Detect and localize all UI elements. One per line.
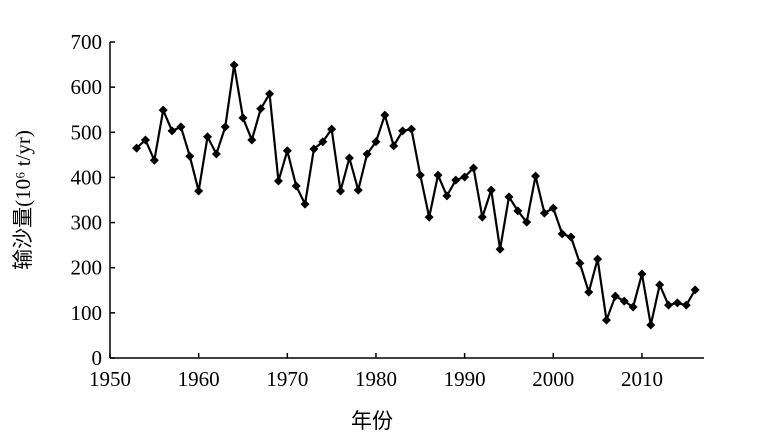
- point-marker: [256, 104, 266, 114]
- x-tick-label: 1980: [355, 367, 397, 391]
- y-tick-label: 500: [71, 120, 103, 144]
- point-marker: [566, 232, 576, 242]
- point-marker: [486, 185, 496, 195]
- point-marker: [238, 113, 248, 123]
- point-marker: [149, 155, 159, 165]
- point-marker: [220, 122, 230, 132]
- point-marker: [664, 300, 674, 310]
- x-tick-label: 2000: [532, 367, 574, 391]
- x-tick-label: 1950: [89, 367, 131, 391]
- point-marker: [619, 296, 629, 306]
- x-tick-label: 1970: [266, 367, 308, 391]
- point-marker: [477, 212, 487, 222]
- point-marker: [539, 208, 549, 218]
- y-tick-label: 300: [71, 211, 103, 235]
- point-marker: [353, 185, 363, 195]
- y-tick-label: 0: [92, 346, 103, 370]
- point-marker: [211, 149, 221, 159]
- point-marker: [398, 126, 408, 136]
- point-marker: [548, 203, 558, 213]
- point-marker: [318, 137, 328, 147]
- point-marker: [601, 315, 611, 325]
- point-marker: [203, 132, 213, 142]
- point-marker: [273, 176, 283, 186]
- point-marker: [522, 217, 532, 227]
- point-marker: [185, 151, 195, 161]
- point-marker: [690, 285, 700, 295]
- point-marker: [415, 170, 425, 180]
- point-marker: [327, 124, 337, 134]
- point-marker: [380, 110, 390, 120]
- x-axis-label: 年份: [351, 409, 393, 433]
- point-marker: [309, 144, 319, 154]
- point-marker: [229, 60, 239, 70]
- x-tick-label: 1960: [178, 367, 220, 391]
- point-marker: [451, 175, 461, 185]
- x-tick-label: 1990: [444, 367, 486, 391]
- point-marker: [672, 298, 682, 308]
- point-marker: [593, 254, 603, 264]
- point-marker: [610, 291, 620, 301]
- point-marker: [655, 280, 665, 290]
- point-marker: [362, 149, 372, 159]
- point-marker: [575, 258, 585, 268]
- y-tick-label: 400: [71, 165, 103, 189]
- point-marker: [406, 124, 416, 134]
- point-marker: [282, 146, 292, 156]
- x-tick-label: 2010: [621, 367, 663, 391]
- y-tick-label: 700: [71, 30, 103, 54]
- point-marker: [531, 171, 541, 181]
- point-marker: [513, 206, 523, 216]
- point-marker: [132, 143, 142, 153]
- y-tick-label: 100: [71, 301, 103, 325]
- y-tick-label: 600: [71, 75, 103, 99]
- point-marker: [167, 126, 177, 136]
- point-marker: [336, 186, 346, 196]
- point-marker: [557, 229, 567, 239]
- point-marker: [584, 287, 594, 297]
- point-marker: [681, 300, 691, 310]
- point-marker: [140, 135, 150, 145]
- point-marker: [468, 163, 478, 173]
- point-marker: [247, 135, 257, 145]
- y-tick-label: 200: [71, 256, 103, 280]
- point-marker: [433, 170, 443, 180]
- y-axis-label: 输沙量(10⁶ t/yr): [11, 130, 35, 270]
- point-marker: [637, 269, 647, 279]
- point-marker: [344, 153, 354, 163]
- point-marker: [158, 105, 168, 115]
- point-marker: [646, 320, 656, 330]
- point-marker: [194, 186, 204, 196]
- point-marker: [389, 141, 399, 151]
- point-marker: [504, 192, 514, 202]
- point-marker: [300, 199, 310, 209]
- point-marker: [424, 212, 434, 222]
- point-marker: [442, 191, 452, 201]
- point-marker: [628, 302, 638, 312]
- point-marker: [291, 181, 301, 191]
- point-marker: [371, 137, 381, 147]
- point-marker: [495, 244, 505, 254]
- point-marker: [460, 172, 470, 182]
- point-marker: [176, 122, 186, 132]
- series-line: [135, 64, 697, 326]
- point-marker: [265, 89, 275, 99]
